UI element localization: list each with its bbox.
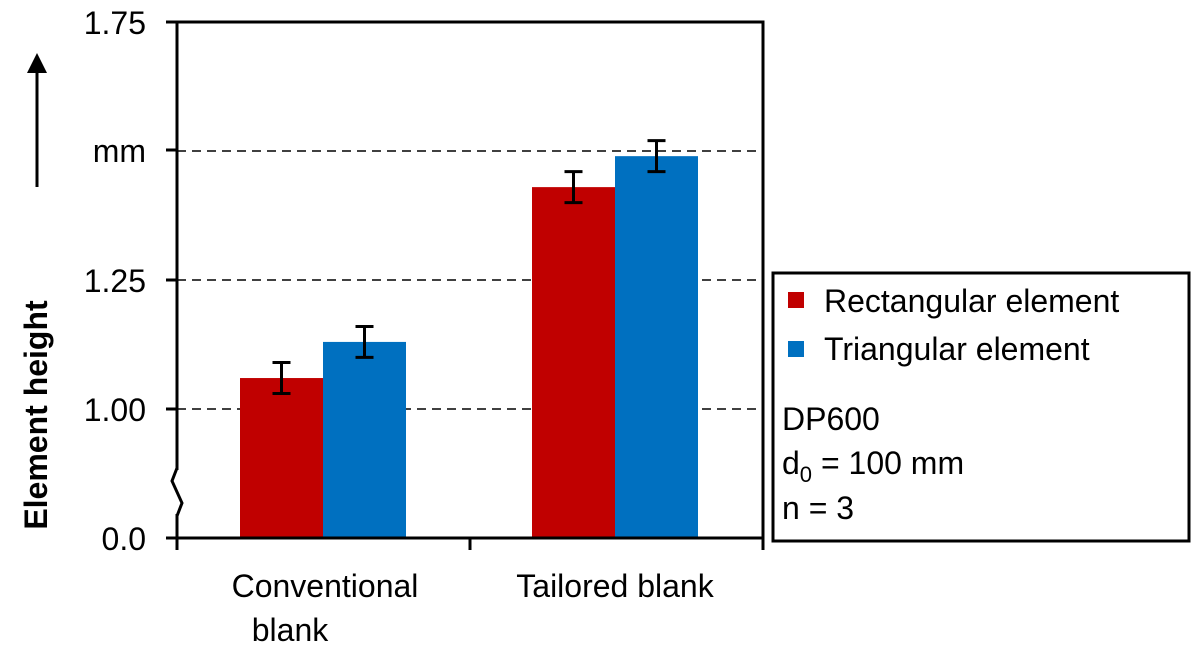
bar — [323, 341, 406, 538]
bar — [240, 378, 323, 538]
error-bar — [272, 361, 291, 396]
error-bar — [355, 324, 374, 359]
error-bars — [272, 139, 666, 396]
y-ticks: 1.75 mm 1.25 1.00 0.0 — [84, 5, 177, 557]
category-label: Conventional — [232, 568, 419, 604]
error-bar — [647, 139, 666, 174]
y-tick-label: mm — [93, 133, 146, 169]
y-tick-label: 1.75 — [84, 5, 146, 41]
legend: Rectangular element Triangular element D… — [771, 271, 1191, 543]
legend-label-rectangular: Rectangular element — [824, 283, 1119, 319]
category-label: blank — [252, 612, 330, 648]
annotation-d-symbol: d — [782, 445, 800, 481]
category-label: Tailored blank — [516, 568, 714, 604]
legend-box — [771, 271, 1191, 543]
bar — [615, 156, 698, 538]
annotation-material: DP600 — [782, 401, 880, 437]
bars — [240, 156, 698, 538]
bar — [532, 187, 615, 538]
annotation-diameter: d0 = 100 mm — [782, 445, 964, 487]
error-bar — [564, 170, 583, 205]
y-tick-label: 1.00 — [84, 392, 146, 428]
annotation-d-subscript: 0 — [800, 462, 812, 487]
legend-label-triangular: Triangular element — [824, 331, 1090, 367]
y-axis-label-group: Element height — [18, 53, 54, 530]
y-axis-arrowhead-icon — [27, 53, 47, 73]
annotation-sample-count: n = 3 — [782, 490, 854, 526]
y-tick-label: 1.25 — [84, 263, 146, 299]
legend-swatch-rectangular — [788, 292, 804, 308]
annotation-d-value: = 100 mm — [812, 445, 964, 481]
y-axis-label: Element height — [18, 300, 54, 530]
axis-break-icon — [170, 467, 184, 517]
legend-swatch-triangular — [788, 341, 804, 357]
y-tick-label: 0.0 — [102, 521, 146, 557]
